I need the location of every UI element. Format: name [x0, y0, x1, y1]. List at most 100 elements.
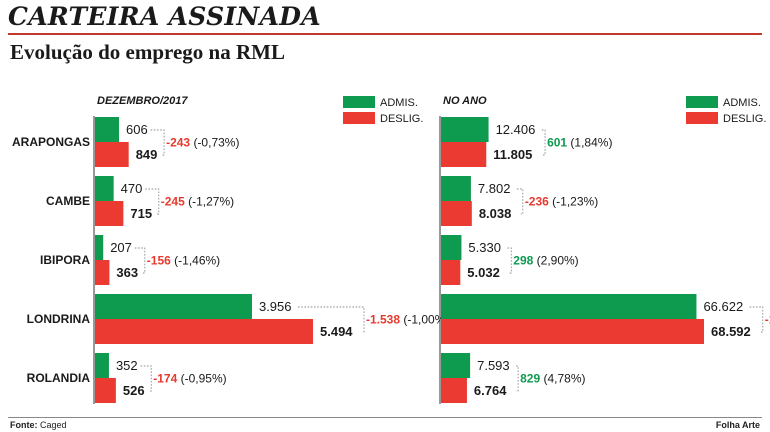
header: CARTEIRA ASSINADA Evolução do emprego na…: [0, 0, 770, 70]
net-change-value-rolandia-ano: 829: [520, 372, 540, 386]
net-change-label-arapongas-ano: 601 (1,84%): [547, 136, 612, 150]
bar-admis-cambe-dez: [95, 176, 114, 201]
bar-deslig-cambe-ano: [441, 201, 472, 226]
value-label-deslig-arapongas-dez: 849: [136, 147, 158, 162]
net-change-value-cambe-dez: -245: [161, 195, 185, 209]
bar-deslig-rolandia-dez: [95, 378, 116, 403]
net-change-value-rolandia-dez: -174: [153, 372, 177, 386]
bar-deslig-ibipora-ano: [441, 260, 461, 285]
source-label: Fonte:: [10, 420, 38, 430]
net-change-percent-rolandia-dez: (-0,95%): [177, 372, 226, 386]
bar-deslig-ibipora-dez: [95, 260, 110, 285]
bar-admis-rolandia-ano: [441, 353, 471, 378]
panel-label-ano: NO ANO: [443, 95, 487, 107]
category-label-ibipora: IBIPORA: [40, 253, 90, 267]
bar-deslig-londrina-dez: [95, 319, 313, 344]
panel-label-dez: DEZEMBRO/2017: [97, 95, 188, 107]
value-label-admis-rolandia-dez: 352: [116, 358, 138, 373]
net-change-percent-ibipora-dez: (-1,46%): [171, 254, 220, 268]
net-change-label-londrina-ano: -1.970 (-1,27%): [765, 313, 770, 327]
net-bracket-cambe-dez: [145, 188, 160, 215]
bar-admis-ibipora-ano: [441, 235, 462, 260]
credit: Folha Arte: [715, 420, 760, 430]
net-bracket-londrina-ano: [749, 306, 764, 333]
net-change-label-ibipora-ano: 298 (2,90%): [513, 254, 578, 268]
value-label-deslig-cambe-dez: 715: [130, 206, 152, 221]
category-label-cambe: CAMBE: [46, 194, 90, 208]
net-change-percent-arapongas-ano: (1,84%): [567, 136, 612, 150]
source-note: Fonte: Caged: [10, 420, 67, 430]
bar-deslig-arapongas-ano: [441, 142, 487, 167]
net-bracket-rolandia-ano: [515, 365, 519, 392]
net-change-label-ibipora-dez: -156 (-1,46%): [147, 254, 220, 268]
source-value: Caged: [40, 420, 67, 430]
value-label-admis-arapongas-dez: 606: [126, 122, 148, 137]
net-bracket-londrina-dez: [297, 306, 365, 333]
net-change-percent-cambe-dez: (-1,27%): [185, 195, 234, 209]
value-label-admis-rolandia-ano: 7.593: [477, 358, 510, 373]
bar-admis-londrina-ano: [441, 294, 697, 319]
category-label-arapongas: ARAPONGAS: [12, 135, 90, 149]
legend-swatch-admis-dez: [343, 96, 375, 108]
bar-admis-arapongas-ano: [441, 117, 489, 142]
value-label-admis-arapongas-ano: 12.406: [496, 122, 536, 137]
legend-label-admis-ano: ADMIS.: [723, 97, 761, 109]
value-label-admis-cambe-ano: 7.802: [478, 181, 511, 196]
net-bracket-arapongas-ano: [541, 129, 546, 156]
value-label-deslig-londrina-ano: 68.592: [711, 324, 751, 339]
net-change-value-londrina-dez: -1.538: [366, 313, 400, 327]
net-change-percent-rolandia-ano: (4,78%): [540, 372, 585, 386]
legend-label-deslig-ano: DESLIG.: [723, 113, 766, 125]
net-change-value-arapongas-dez: -243: [166, 136, 190, 150]
bar-admis-arapongas-dez: [95, 117, 120, 142]
legend-label-admis-dez: ADMIS.: [380, 97, 418, 109]
value-label-deslig-ibipora-dez: 363: [116, 265, 138, 280]
bar-deslig-arapongas-dez: [95, 142, 129, 167]
value-label-admis-ibipora-ano: 5.330: [468, 240, 501, 255]
value-label-deslig-londrina-dez: 5.494: [320, 324, 353, 339]
net-bracket-rolandia-dez: [140, 365, 152, 392]
net-change-label-cambe-dez: -245 (-1,27%): [161, 195, 234, 209]
bar-admis-rolandia-dez: [95, 353, 109, 378]
category-label-londrina: LONDRINA: [27, 312, 91, 326]
value-label-deslig-ibipora-ano: 5.032: [467, 265, 500, 280]
net-change-value-arapongas-ano: 601: [547, 136, 567, 150]
value-label-admis-londrina-ano: 66.622: [703, 299, 743, 314]
legend-label-deslig-dez: DESLIG.: [380, 113, 423, 125]
legend-swatch-deslig-dez: [343, 112, 375, 124]
footer-rule: [8, 417, 762, 418]
value-label-deslig-rolandia-dez: 526: [123, 383, 145, 398]
value-label-admis-cambe-dez: 470: [121, 181, 143, 196]
legend-swatch-admis-ano: [686, 96, 718, 108]
bar-deslig-cambe-dez: [95, 201, 124, 226]
net-change-value-londrina-ano: -1.970: [765, 313, 770, 327]
net-change-percent-londrina-dez: (-1,00%): [400, 313, 449, 327]
value-label-deslig-cambe-ano: 8.038: [479, 206, 512, 221]
net-change-percent-ibipora-ano: (2,90%): [533, 254, 578, 268]
net-change-label-cambe-ano: -236 (-1,23%): [525, 195, 598, 209]
value-label-deslig-arapongas-ano: 11.805: [493, 147, 532, 162]
net-change-label-arapongas-dez: -243 (-0,73%): [166, 136, 239, 150]
net-bracket-ibipora-ano: [507, 247, 512, 274]
value-label-deslig-rolandia-ano: 6.764: [474, 383, 507, 398]
net-change-label-londrina-dez: -1.538 (-1,00%): [366, 313, 449, 327]
net-change-value-cambe-ano: -236: [525, 195, 549, 209]
net-change-value-ibipora-ano: 298: [513, 254, 533, 268]
net-bracket-arapongas-dez: [150, 129, 165, 156]
category-label-rolandia: ROLANDIA: [27, 371, 91, 385]
value-label-admis-ibipora-dez: 207: [110, 240, 132, 255]
value-label-admis-londrina-dez: 3.956: [259, 299, 292, 314]
net-bracket-ibipora-dez: [134, 247, 146, 274]
bar-admis-ibipora-dez: [95, 235, 104, 260]
net-change-percent-cambe-ano: (-1,23%): [549, 195, 598, 209]
page-title: Evolução do emprego na RML: [10, 40, 285, 64]
kicker: CARTEIRA ASSINADA: [8, 2, 321, 31]
net-change-label-rolandia-dez: -174 (-0,95%): [153, 372, 226, 386]
net-change-label-rolandia-ano: 829 (4,78%): [520, 372, 585, 386]
net-change-value-ibipora-dez: -156: [147, 254, 171, 268]
bar-admis-londrina-dez: [95, 294, 252, 319]
net-bracket-cambe-ano: [516, 188, 524, 215]
bar-deslig-rolandia-ano: [441, 378, 467, 403]
net-change-percent-arapongas-dez: (-0,73%): [190, 136, 239, 150]
